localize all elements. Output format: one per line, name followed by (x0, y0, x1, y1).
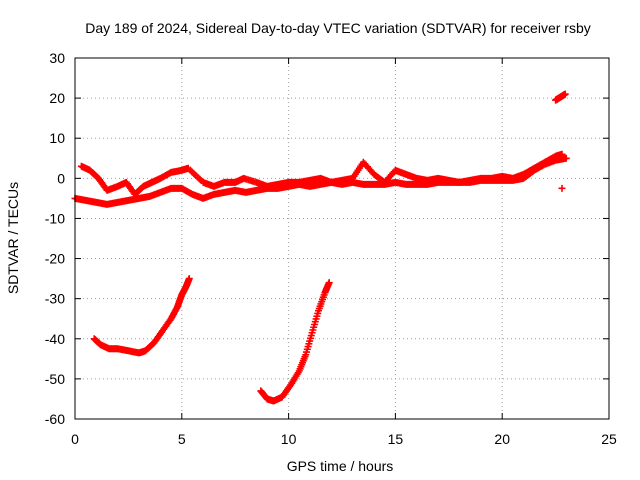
y-tick-label: 0 (57, 170, 65, 186)
x-tick-label: 25 (601, 431, 617, 447)
series-main-band-A (71, 154, 570, 208)
y-tick-label: -30 (45, 291, 65, 307)
data-point (558, 184, 566, 192)
x-tick-label: 5 (178, 431, 186, 447)
data-point (562, 154, 570, 162)
series-outlier (558, 184, 566, 192)
series-lower-arc-2 (257, 279, 333, 405)
y-axis-label: SDTVAR / TECUs (5, 182, 21, 294)
y-tick-label: -50 (45, 371, 65, 387)
series-upper-segment (552, 90, 569, 104)
grid (75, 58, 609, 419)
axis-ticks: 0 5 10 15 20 25 -60 -50 -40 -30 -20 -10 0 10 20 30 (45, 50, 617, 447)
x-tick-label: 15 (388, 431, 404, 447)
x-tick-label: 20 (494, 431, 510, 447)
data-point (561, 90, 569, 98)
series-main-band-B (77, 150, 566, 198)
y-tick-label: -40 (45, 331, 65, 347)
x-tick-label: 10 (281, 431, 297, 447)
chart-title: Day 189 of 2024, Sidereal Day-to-day VTE… (85, 20, 591, 36)
y-tick-label: 10 (49, 130, 65, 146)
data-point (185, 275, 193, 283)
x-tick-label: 0 (71, 431, 79, 447)
y-tick-label: -60 (45, 411, 65, 427)
y-tick-label: -10 (45, 210, 65, 226)
plot-frame (74, 57, 610, 420)
data-marks (71, 90, 570, 405)
x-axis-label: GPS time / hours (287, 458, 394, 474)
y-tick-label: 30 (49, 50, 65, 66)
series-lower-arc-1 (90, 275, 193, 357)
data-point (325, 279, 333, 287)
y-tick-label: 20 (49, 90, 65, 106)
y-tick-label: -20 (45, 251, 65, 267)
data-point (558, 150, 566, 158)
